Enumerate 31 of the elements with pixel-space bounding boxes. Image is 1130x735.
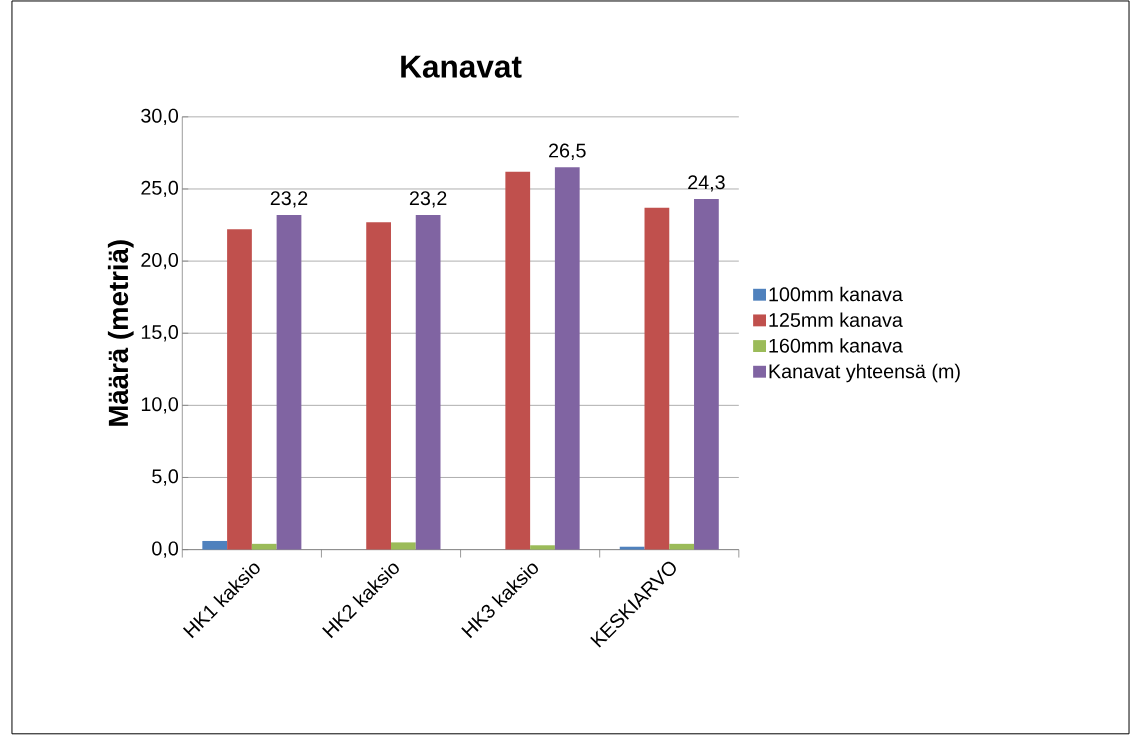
- data-label: 23,2: [270, 191, 308, 208]
- data-label: 26,5: [549, 143, 586, 160]
- bar: [227, 229, 252, 550]
- y-tick-label: 30,0: [141, 108, 179, 126]
- legend-label: 160mm kanava: [769, 338, 903, 353]
- bar: [554, 167, 580, 550]
- y-tick-label: 15,0: [141, 325, 179, 342]
- bar: [390, 542, 416, 550]
- bar: [366, 222, 391, 550]
- bar: [505, 171, 531, 550]
- bar: [251, 543, 277, 550]
- y-axis-title: Määrä (metriä): [107, 240, 134, 426]
- bar: [669, 543, 695, 550]
- bar: [644, 207, 670, 550]
- bar: [530, 545, 555, 550]
- y-tick-label: 20,0: [141, 253, 179, 270]
- bar: [415, 215, 441, 550]
- y-tick-label: 0,0: [152, 541, 179, 558]
- data-label: 24,3: [688, 175, 725, 192]
- data-label: 23,2: [409, 191, 447, 208]
- legend-label: Kanavat yhteensä (m): [769, 363, 960, 383]
- legend-label: 100mm kanava: [769, 286, 903, 302]
- chart-title: Kanavat: [401, 55, 522, 78]
- bar: [694, 199, 719, 550]
- bar: [202, 541, 228, 550]
- y-tick-label: 5,0: [152, 469, 179, 486]
- bar: [619, 546, 645, 550]
- y-tick-label: 10,0: [141, 397, 179, 414]
- legend-label: 125mm kanava: [769, 312, 903, 328]
- y-tick-label: 25,0: [141, 180, 179, 198]
- bar: [276, 215, 302, 550]
